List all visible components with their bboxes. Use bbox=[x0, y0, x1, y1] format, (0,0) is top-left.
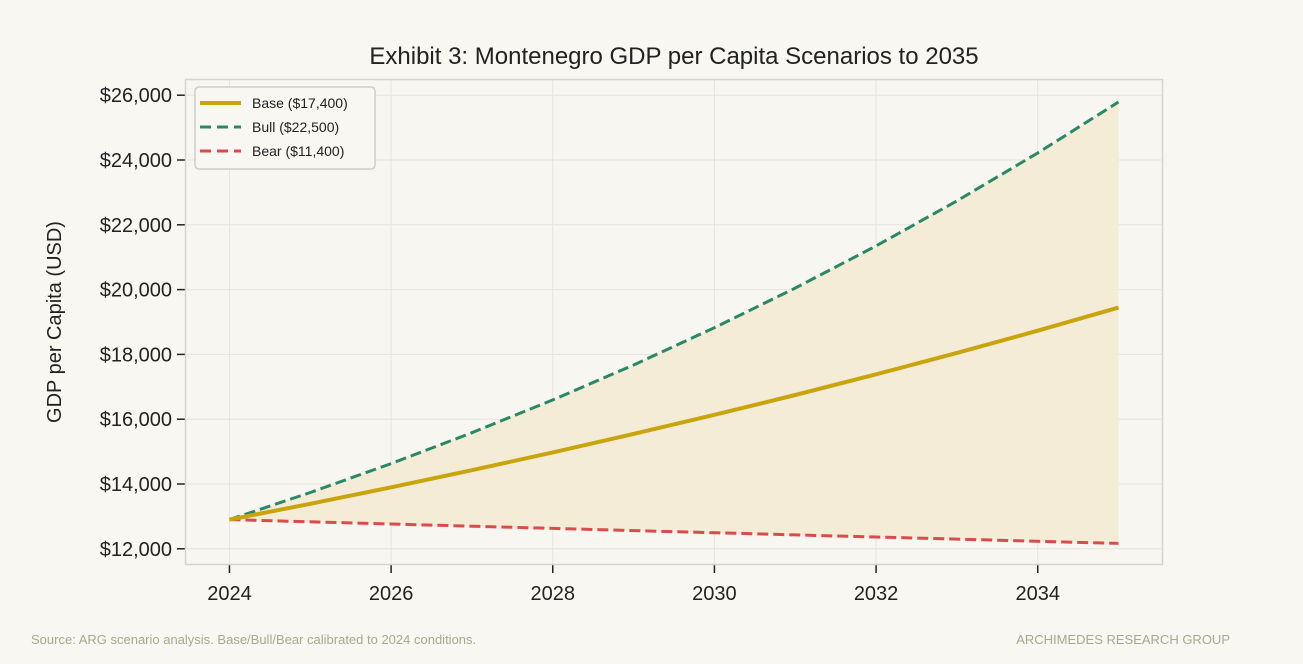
x-tick-label: 2028 bbox=[531, 583, 576, 605]
y-tick-label: $26,000 bbox=[100, 85, 172, 107]
y-tick-label: $14,000 bbox=[100, 474, 172, 496]
x-tick-label: 2034 bbox=[1015, 583, 1060, 605]
chart-title: Exhibit 3: Montenegro GDP per Capita Sce… bbox=[369, 43, 978, 70]
brand-label: ARCHIMEDES RESEARCH GROUP bbox=[1016, 632, 1230, 647]
y-tick-label: $16,000 bbox=[100, 409, 172, 431]
y-axis-label: GDP per Capita (USD) bbox=[44, 221, 66, 423]
plot-frame bbox=[184, 78, 1164, 566]
legend-label: Base ($17,400) bbox=[252, 95, 348, 111]
source-note: Source: ARG scenario analysis. Base/Bull… bbox=[31, 632, 477, 647]
y-tick-label: $20,000 bbox=[100, 280, 172, 302]
y-tick-label: $18,000 bbox=[100, 344, 172, 366]
y-tick-label: $24,000 bbox=[100, 150, 172, 172]
legend-label: Bear ($11,400) bbox=[252, 143, 344, 159]
series-line-base bbox=[229, 305, 1120, 522]
legend-box bbox=[194, 86, 376, 170]
legend-label: Bull ($22,500) bbox=[252, 119, 339, 135]
legend: Base ($17,400) Bull ($22,500) Bear ($11,40… bbox=[194, 86, 376, 170]
series-line-bear bbox=[229, 518, 1119, 545]
x-tick-label: 2024 bbox=[207, 583, 252, 605]
x-tick-label: 2030 bbox=[692, 583, 737, 605]
x-tick-label: 2026 bbox=[369, 583, 414, 605]
y-tick-label: $22,000 bbox=[100, 215, 172, 237]
scenario-range-band bbox=[229, 102, 1119, 544]
x-tick-label: 2032 bbox=[854, 583, 899, 605]
y-tick-label: $12,000 bbox=[100, 539, 172, 561]
